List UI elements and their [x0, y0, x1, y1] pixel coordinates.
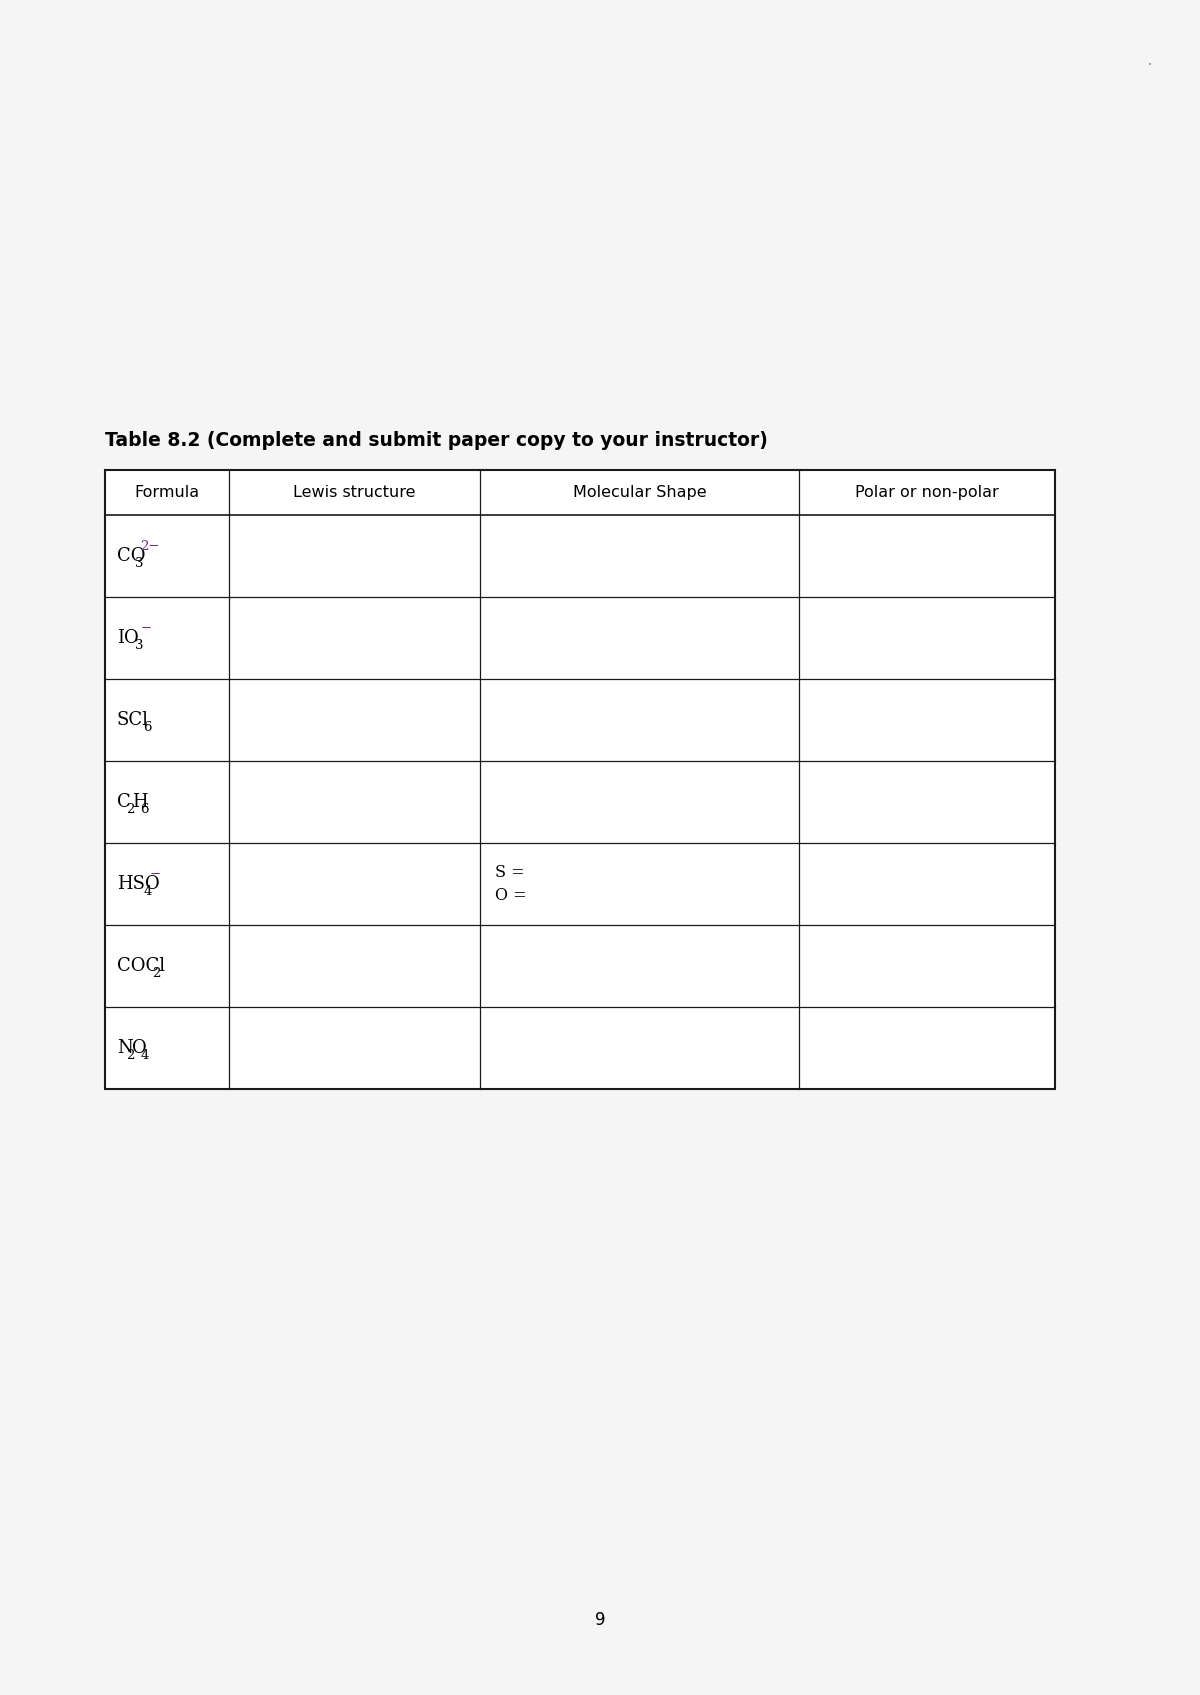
Bar — [106, 470, 1055, 1088]
Text: HSO: HSO — [118, 875, 160, 893]
Text: 6: 6 — [144, 720, 152, 734]
Text: Lewis structure: Lewis structure — [293, 485, 415, 500]
Text: 3: 3 — [134, 639, 143, 651]
Text: •: • — [1148, 63, 1152, 68]
Text: N: N — [118, 1039, 133, 1058]
Text: H: H — [132, 793, 148, 810]
Text: Table 8.2 (Complete and submit paper copy to your instructor): Table 8.2 (Complete and submit paper cop… — [106, 431, 768, 449]
Text: SCl: SCl — [118, 710, 149, 729]
Text: 4: 4 — [144, 885, 152, 898]
Text: −: − — [150, 868, 161, 880]
Text: IO: IO — [118, 629, 139, 647]
Text: 3: 3 — [134, 556, 143, 570]
Text: CO: CO — [118, 547, 145, 564]
Text: 2: 2 — [126, 803, 134, 815]
Text: 4: 4 — [140, 1049, 149, 1061]
Text: 6: 6 — [140, 803, 149, 815]
Text: C: C — [118, 793, 131, 810]
Text: 2−: 2− — [140, 539, 160, 553]
Text: Molecular Shape: Molecular Shape — [572, 485, 706, 500]
Text: O =: O = — [496, 886, 527, 903]
Text: Polar or non-polar: Polar or non-polar — [854, 485, 998, 500]
Text: S =: S = — [496, 864, 524, 881]
Text: −: − — [140, 622, 151, 634]
Text: COCl: COCl — [118, 958, 166, 975]
Text: 9: 9 — [595, 1610, 605, 1629]
Text: 2: 2 — [152, 966, 161, 980]
Text: O: O — [132, 1039, 146, 1058]
Text: Formula: Formula — [134, 485, 199, 500]
Text: 2: 2 — [126, 1049, 134, 1061]
